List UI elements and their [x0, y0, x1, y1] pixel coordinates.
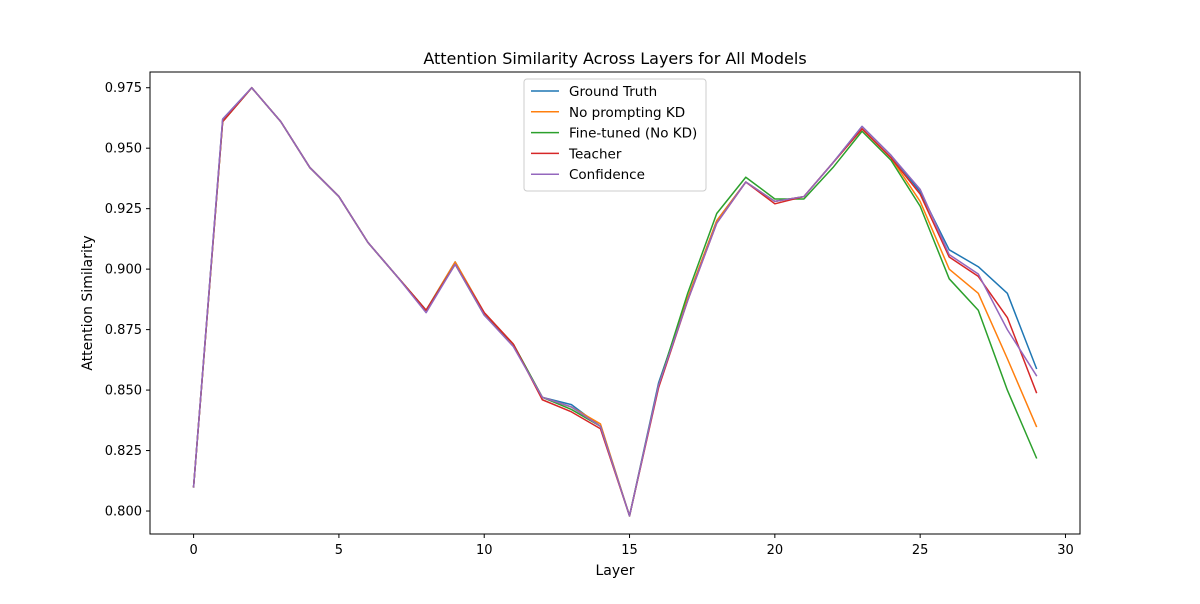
y-tick-label: 0.900: [105, 263, 142, 278]
x-axis-label: Layer: [595, 563, 634, 579]
axes-frame: [149, 71, 1081, 535]
series-line-confidence: [192, 86, 1038, 517]
x-tick-label: 20: [767, 543, 784, 558]
y-axis-ticks: 0.800 0.825 0.850 0.875 0.900 0.925 0.950 0.975: [105, 81, 150, 520]
y-tick-label: 0.825: [105, 444, 142, 459]
x-tick-label: 25: [912, 543, 929, 558]
y-tick-label: 0.800: [105, 505, 142, 520]
y-tick-label: 0.975: [105, 81, 142, 96]
legend-label: Confidence: [569, 167, 645, 183]
x-tick-label: 5: [335, 543, 343, 558]
x-tick-label: 30: [1057, 543, 1074, 558]
y-tick-label: 0.875: [105, 323, 142, 338]
x-tick-label: 0: [189, 543, 197, 558]
legend-label: No prompting KD: [569, 105, 685, 121]
y-axis-label: Attention Similarity: [80, 235, 96, 370]
legend-box: [523, 78, 707, 192]
legend: Ground Truth No prompting KD Fine-tuned (N…: [523, 78, 707, 192]
y-tick-label: 0.950: [105, 142, 142, 157]
legend-label: Fine-tuned (No KD): [569, 126, 697, 142]
y-tick-label: 0.850: [105, 384, 142, 399]
legend-label: Teacher: [568, 146, 622, 162]
x-axis-ticks: 0 5 10 15 20 25 30: [189, 534, 1074, 558]
series-lines: [192, 86, 1038, 517]
chart-title: Attention Similarity Across Layers for A…: [423, 49, 806, 68]
legend-label: Ground Truth: [569, 84, 657, 100]
x-tick-label: 15: [621, 543, 638, 558]
x-tick-label: 10: [476, 543, 493, 558]
y-tick-label: 0.925: [105, 202, 142, 217]
